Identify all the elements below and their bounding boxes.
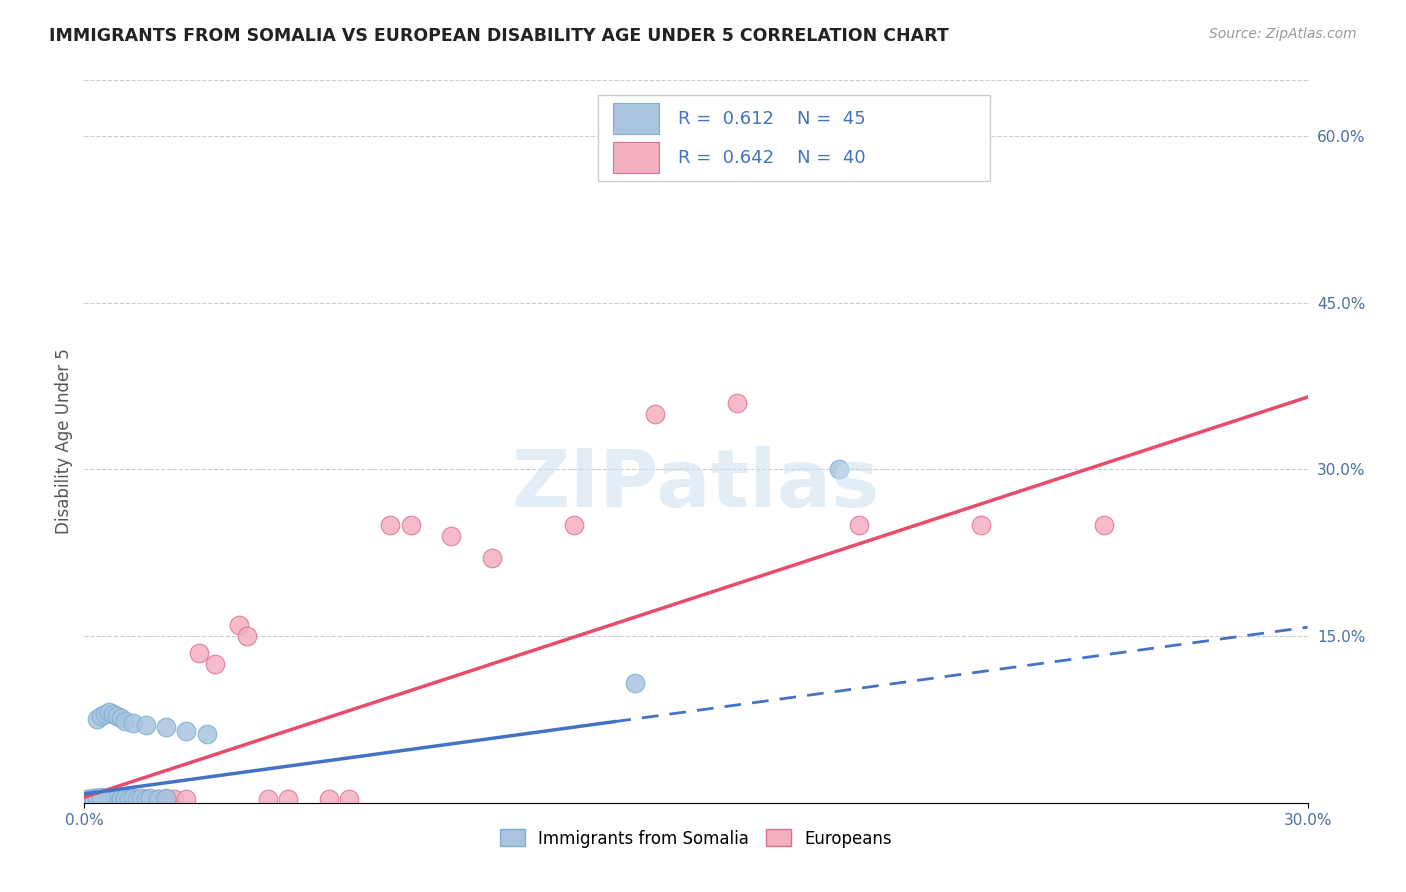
Point (174, 792, 197, 806)
Point (114, 714, 136, 728)
Point (644, 407, 666, 421)
Point (257, 792, 280, 806)
Point (624, 675, 647, 690)
Point (135, 792, 157, 806)
Point (86, 792, 108, 806)
Point (97, 792, 120, 806)
Point (127, 792, 149, 806)
Point (122, 791, 145, 805)
FancyBboxPatch shape (613, 143, 659, 173)
Point (122, 792, 145, 806)
Point (848, 517, 870, 532)
Text: Source: ZipAtlas.com: Source: ZipAtlas.com (1209, 27, 1357, 41)
Point (77, 792, 100, 806)
Point (440, 529, 463, 543)
Text: R =  0.612    N =  45: R = 0.612 N = 45 (678, 110, 865, 128)
Point (277, 792, 299, 806)
Point (187, 646, 209, 660)
Point (110, 711, 132, 725)
Point (82, 792, 104, 806)
Point (110, 792, 132, 806)
Point (135, 792, 157, 806)
Point (101, 706, 124, 721)
Point (399, 517, 422, 532)
Point (135, 792, 157, 806)
Point (93, 706, 115, 721)
Point (228, 618, 250, 632)
Point (86, 791, 108, 805)
Point (339, 792, 361, 806)
Point (155, 791, 177, 805)
Point (101, 791, 124, 805)
Point (110, 791, 132, 805)
Point (163, 792, 186, 806)
Point (146, 792, 169, 806)
Point (86, 791, 108, 805)
FancyBboxPatch shape (598, 95, 990, 181)
Point (122, 715, 145, 730)
Point (380, 517, 402, 532)
Point (86, 713, 108, 727)
Point (155, 792, 177, 806)
Text: R =  0.642    N =  40: R = 0.642 N = 40 (678, 149, 865, 167)
Point (82, 791, 104, 805)
Point (195, 727, 218, 741)
Text: IMMIGRANTS FROM SOMALIA VS EUROPEAN DISABILITY AGE UNDER 5 CORRELATION CHART: IMMIGRANTS FROM SOMALIA VS EUROPEAN DISA… (49, 27, 949, 45)
Point (725, 395, 748, 409)
Point (82, 792, 104, 806)
Point (110, 792, 132, 806)
Point (90, 790, 112, 805)
Point (1092, 517, 1115, 532)
Point (114, 791, 136, 805)
Point (562, 517, 585, 532)
Point (970, 517, 993, 532)
Point (146, 792, 169, 806)
Point (90, 791, 112, 805)
Point (77, 792, 100, 806)
Text: ZIPatlas: ZIPatlas (512, 446, 880, 524)
Point (105, 791, 128, 805)
Point (93, 792, 115, 806)
Point (138, 791, 160, 805)
Point (97, 791, 120, 805)
Point (118, 792, 141, 806)
Point (114, 792, 136, 806)
Point (93, 792, 115, 806)
Point (105, 709, 128, 723)
Y-axis label: Disability Age Under 5: Disability Age Under 5 (55, 349, 73, 534)
Point (114, 792, 136, 806)
Point (97, 792, 120, 806)
Point (155, 720, 177, 734)
Point (131, 791, 153, 805)
Point (318, 792, 340, 806)
Point (93, 792, 115, 806)
Point (86, 792, 108, 806)
Point (105, 792, 128, 806)
Point (481, 551, 503, 566)
Point (174, 723, 197, 738)
Point (236, 629, 259, 643)
Point (105, 792, 128, 806)
Point (155, 792, 177, 806)
FancyBboxPatch shape (613, 103, 659, 134)
Point (90, 792, 112, 806)
Point (105, 792, 128, 806)
Point (101, 792, 124, 806)
Legend: Immigrants from Somalia, Europeans: Immigrants from Somalia, Europeans (492, 821, 900, 856)
Point (82, 792, 104, 806)
Point (97, 705, 120, 719)
Point (204, 657, 226, 671)
Point (122, 792, 145, 806)
Point (101, 792, 124, 806)
Point (90, 792, 112, 806)
Point (114, 792, 136, 806)
Point (135, 718, 157, 732)
Point (90, 709, 112, 723)
Point (828, 462, 851, 476)
Point (93, 791, 115, 805)
